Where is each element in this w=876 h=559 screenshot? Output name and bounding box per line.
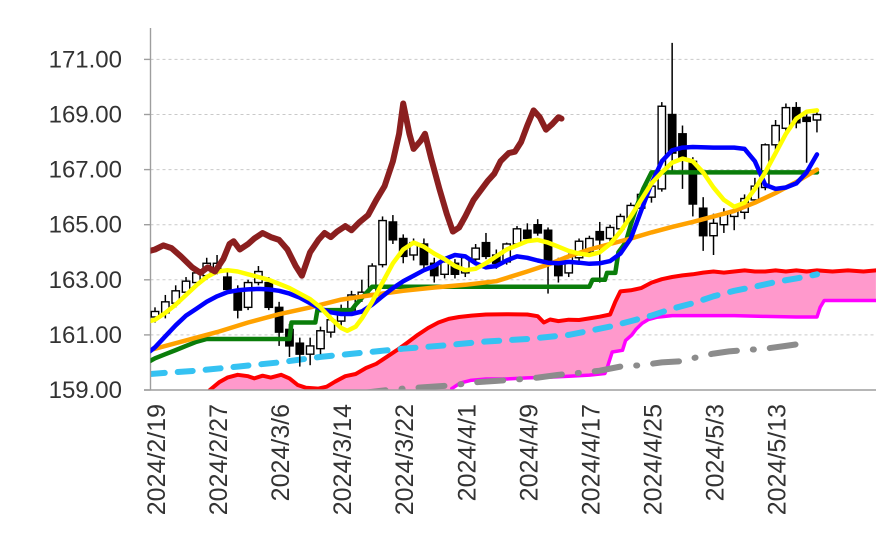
below-price-lines xyxy=(150,268,876,390)
candle-up xyxy=(440,261,450,275)
x-axis-label: 2024/4/17 xyxy=(577,404,605,515)
senkou-span-a-red-line xyxy=(207,268,876,390)
x-axis-label: 2024/5/13 xyxy=(764,404,792,515)
candle-down xyxy=(419,243,429,266)
candle-down xyxy=(533,223,543,234)
x-axis-label: 2024/4/1 xyxy=(453,404,481,501)
x-axis-label: 2024/3/14 xyxy=(329,404,357,515)
candle-up xyxy=(471,247,481,260)
senkou-span-b-magenta-line xyxy=(450,298,876,390)
y-axis-label: 159.00 xyxy=(49,377,122,404)
candle-up xyxy=(243,281,253,309)
candle-down xyxy=(667,113,677,154)
candles xyxy=(150,42,822,367)
candle-down xyxy=(274,306,284,333)
candle-down xyxy=(522,229,532,240)
y-axis-label: 169.00 xyxy=(49,102,122,129)
dark-red-comparison-line xyxy=(150,100,565,279)
candle-down xyxy=(543,229,553,264)
candle-down xyxy=(595,230,605,241)
candle-up xyxy=(585,237,594,253)
x-axis-label: 2024/2/27 xyxy=(205,404,233,515)
x-axis-label: 2024/3/6 xyxy=(267,404,295,501)
y-axis-label: 163.00 xyxy=(49,267,122,294)
axes xyxy=(144,28,876,391)
candle-up xyxy=(378,219,387,266)
candle-down xyxy=(802,116,812,123)
candle-up xyxy=(812,113,822,121)
y-axis-label: 171.00 xyxy=(49,46,122,73)
gray-dash-dot-projection-line xyxy=(362,340,808,390)
candle-up xyxy=(709,222,718,237)
blue-ma-line xyxy=(150,144,820,354)
candle-up xyxy=(771,124,780,146)
y-axis-label: 161.00 xyxy=(49,322,122,349)
candle-up xyxy=(512,228,522,245)
x-axis-label: 2024/5/3 xyxy=(702,404,730,501)
y-axis-labels: 171.00 169.00 167.00 165.00 163.00 161.00 159.… xyxy=(49,46,122,404)
x-axis-label: 2024/4/25 xyxy=(639,404,667,515)
candle-down xyxy=(223,276,232,291)
candle-down xyxy=(481,241,491,258)
x-axis-label: 2024/4/9 xyxy=(515,404,543,501)
yellow-ma-line xyxy=(150,108,820,334)
candle-up xyxy=(781,106,791,129)
x-axis-label: 2024/3/22 xyxy=(391,404,419,515)
x-axis-labels: 2024/2/19 2024/2/27 2024/3/6 2024/3/14 2024/… xyxy=(143,404,792,515)
candle-down xyxy=(388,221,398,241)
candle-up xyxy=(150,310,160,318)
candle-down xyxy=(295,342,305,355)
candle-up xyxy=(657,105,667,190)
x-axis-label: 2024/2/19 xyxy=(143,404,171,515)
candle-up xyxy=(305,345,315,355)
overlay-lines xyxy=(150,100,820,364)
candle-down xyxy=(688,160,698,205)
cyan-dashed-projection-line xyxy=(150,271,820,377)
y-axis-label: 165.00 xyxy=(49,212,122,239)
candle-up xyxy=(605,226,615,240)
candle-down xyxy=(233,290,243,311)
y-axis-label: 167.00 xyxy=(49,157,122,184)
candle-down xyxy=(264,281,274,309)
candle-up xyxy=(316,330,325,350)
